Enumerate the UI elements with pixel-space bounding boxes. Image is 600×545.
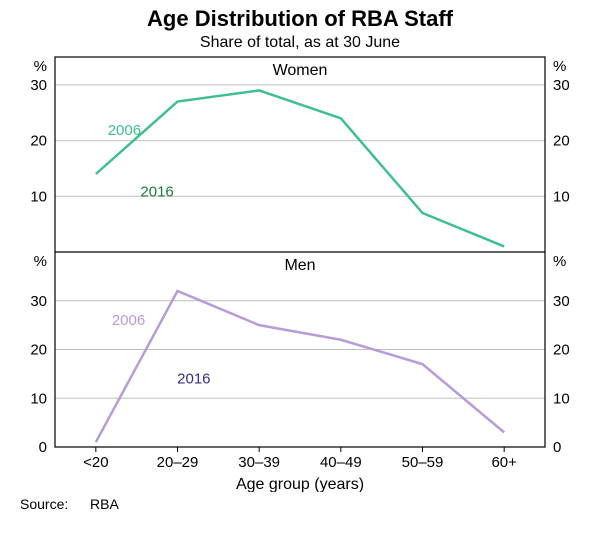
ytick-left: 0: [39, 439, 47, 456]
xtick-label: 50–59: [402, 454, 444, 471]
xtick-label: <20: [83, 454, 108, 471]
source-line: Source: RBA: [0, 492, 600, 512]
series-label: 2016: [140, 183, 173, 200]
series-line: [96, 291, 504, 442]
xtick-label: 60+: [491, 454, 517, 471]
source-label: Source:: [20, 496, 68, 512]
ytick-right: 10: [553, 390, 570, 407]
chart-subtitle: Share of total, as at 30 June: [0, 32, 600, 52]
ytick-left: 30: [30, 77, 47, 94]
ytick-left: 10: [30, 390, 47, 407]
ytick-right: 30: [553, 293, 570, 310]
ytick-left: 20: [30, 342, 47, 359]
series-label: 2006: [108, 122, 141, 139]
ytick-right: 20: [553, 133, 570, 150]
y-unit-left: %: [34, 58, 47, 75]
xtick-label: 30–39: [238, 454, 280, 471]
series-line: [96, 90, 504, 246]
ytick-left: 10: [30, 188, 47, 205]
panel-label: Women: [273, 62, 328, 79]
y-unit-right: %: [553, 253, 566, 270]
ytick-right: 0: [553, 439, 561, 456]
series-label: 2016: [177, 371, 210, 388]
y-unit-right: %: [553, 58, 566, 75]
chart-container: Age Distribution of RBA Staff Share of t…: [0, 0, 600, 545]
ytick-right: 20: [553, 342, 570, 359]
x-axis-label: Age group (years): [236, 476, 364, 492]
xtick-label: 20–29: [157, 454, 199, 471]
chart-title: Age Distribution of RBA Staff: [0, 0, 600, 32]
ytick-right: 10: [553, 188, 570, 205]
source-value: RBA: [90, 496, 119, 512]
ytick-right: 30: [553, 77, 570, 94]
xtick-label: 40–49: [320, 454, 362, 471]
y-unit-left: %: [34, 253, 47, 270]
series-label: 2006: [112, 312, 145, 329]
ytick-left: 20: [30, 133, 47, 150]
chart-svg: 2006 2016 Women 10 10 20 20 30 30%% 2006 2016 Men 0 0…: [0, 52, 600, 492]
ytick-left: 30: [30, 293, 47, 310]
panel-label: Men: [284, 257, 315, 274]
